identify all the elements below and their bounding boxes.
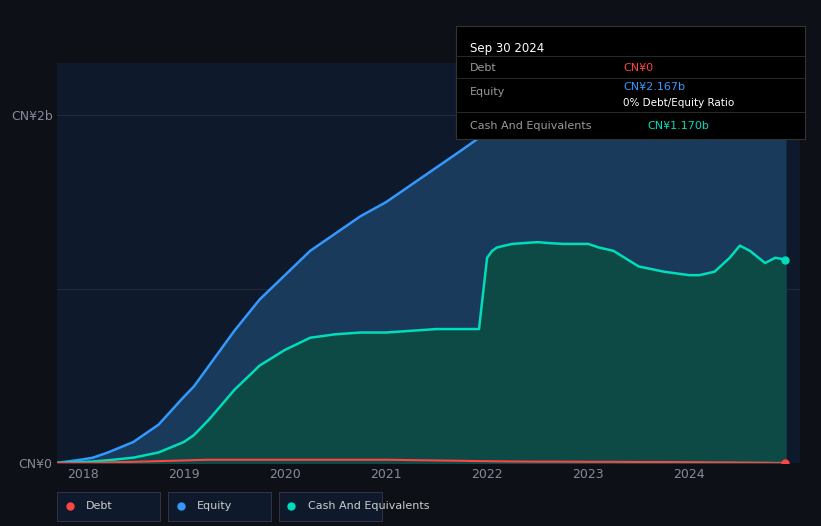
Text: Sep 30 2024: Sep 30 2024 — [470, 42, 544, 55]
Text: 0% Debt/Equity Ratio: 0% Debt/Equity Ratio — [623, 98, 735, 108]
Text: Equity: Equity — [470, 87, 505, 97]
Text: Debt: Debt — [86, 501, 113, 511]
Text: CN¥2.167b: CN¥2.167b — [623, 83, 686, 93]
Text: Equity: Equity — [197, 501, 232, 511]
Text: Cash And Equivalents: Cash And Equivalents — [470, 121, 591, 131]
Text: CN¥0: CN¥0 — [623, 63, 654, 73]
Text: Debt: Debt — [470, 63, 497, 73]
Text: CN¥1.170b: CN¥1.170b — [648, 121, 709, 131]
Text: Cash And Equivalents: Cash And Equivalents — [308, 501, 429, 511]
